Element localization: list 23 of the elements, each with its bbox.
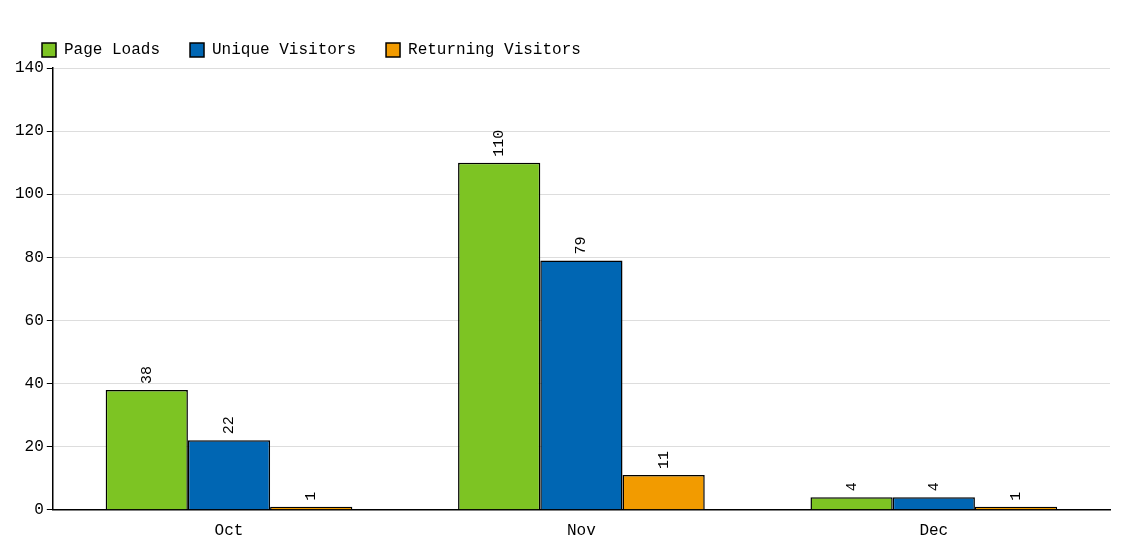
- y-tick-label: 80: [24, 248, 44, 267]
- y-tick-label: 140: [14, 59, 44, 78]
- y-tick-label: 100: [14, 185, 44, 204]
- y-tick-label: 60: [24, 311, 44, 330]
- data-label: 38: [138, 365, 156, 384]
- x-tick-label: Oct: [214, 521, 244, 540]
- y-tick-label: 20: [24, 437, 44, 456]
- y-tick-label: 0: [34, 501, 44, 520]
- data-label: 11: [655, 451, 673, 470]
- y-tick-label: 40: [24, 374, 44, 393]
- legend-label: Returning Visitors: [408, 41, 581, 60]
- x-tick-label: Dec: [919, 521, 949, 540]
- data-label: 4: [925, 482, 943, 492]
- data-label: 4: [843, 482, 861, 492]
- legend-label: Page Loads: [64, 41, 161, 60]
- data-label: 79: [573, 236, 591, 255]
- data-label: 22: [220, 416, 238, 435]
- data-label: 110: [491, 129, 509, 157]
- legend-label: Unique Visitors: [212, 41, 357, 60]
- x-tick-label: Nov: [567, 521, 597, 540]
- y-tick-label: 120: [14, 122, 44, 141]
- data-label: 1: [303, 491, 321, 501]
- data-label: 1: [1008, 491, 1025, 501]
